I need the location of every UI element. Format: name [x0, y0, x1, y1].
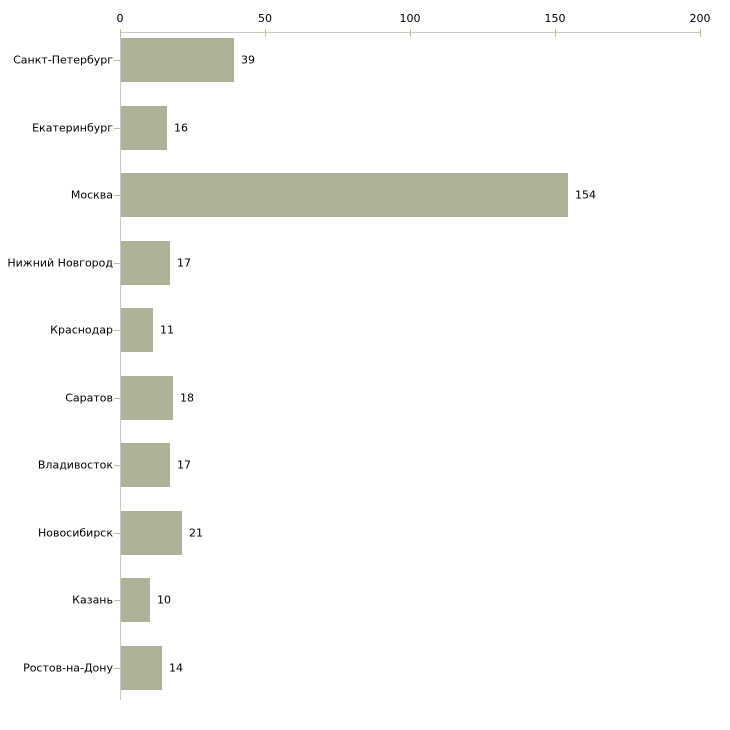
- bar-value-label: 17: [177, 458, 191, 472]
- x-axis-tick-mark: [120, 29, 121, 37]
- bar: [121, 375, 173, 420]
- category-label: Екатеринбург: [32, 121, 113, 134]
- x-axis-tick-label: 0: [116, 12, 124, 25]
- x-axis-tick-mark: [265, 29, 266, 37]
- bar-value-label: 21: [189, 526, 203, 539]
- bar-value-label: 39: [241, 53, 255, 67]
- category-tick-mark: [114, 600, 120, 601]
- category-tick-mark: [114, 262, 120, 264]
- bar: [121, 105, 167, 150]
- bar: [121, 308, 153, 352]
- category-label: Санкт-Петербург: [13, 53, 113, 67]
- bar: [121, 510, 182, 555]
- bar-value-label: 18: [180, 391, 194, 404]
- category-label: Саратов: [65, 391, 113, 404]
- bar-value-label: 17: [177, 256, 191, 269]
- category-label: Новосибирск: [37, 526, 113, 539]
- category-label: Краснодар: [50, 323, 113, 337]
- x-axis-tick-label: 200: [689, 12, 711, 25]
- category-tick-mark: [114, 465, 120, 466]
- category-label: Казань: [72, 593, 113, 607]
- category-tick-mark: [114, 667, 120, 669]
- bar-value-label: 154: [575, 188, 596, 202]
- bar: [121, 443, 170, 487]
- bar: [121, 38, 234, 82]
- category-tick-mark: [114, 330, 120, 331]
- bar-value-label: 14: [169, 661, 183, 674]
- x-axis-tick-label: 100: [399, 12, 421, 25]
- bar: [121, 173, 568, 217]
- bar-value-label: 16: [174, 121, 188, 134]
- bar: [121, 240, 170, 285]
- category-label: Владивосток: [37, 458, 113, 472]
- bar-value-label: 11: [160, 323, 174, 337]
- category-label: Ростов-на-Дону: [23, 661, 113, 674]
- x-axis-tick-label: 150: [544, 12, 566, 25]
- x-axis-tick-mark: [410, 29, 411, 37]
- x-axis-tick-mark: [700, 29, 701, 37]
- bar: [121, 645, 162, 690]
- category-tick-mark: [114, 195, 120, 196]
- category-tick-mark: [114, 60, 120, 61]
- x-axis-tick-label: 50: [258, 12, 272, 25]
- y-axis-line: [120, 32, 121, 700]
- category-tick-mark: [114, 397, 120, 399]
- bar-value-label: 10: [157, 593, 171, 607]
- category-label: Нижний Новгород: [7, 256, 113, 269]
- x-axis-tick-mark: [555, 29, 556, 37]
- category-tick-mark: [114, 127, 120, 129]
- category-tick-mark: [114, 532, 120, 534]
- category-label: Москва: [70, 188, 113, 202]
- bar: [121, 578, 150, 622]
